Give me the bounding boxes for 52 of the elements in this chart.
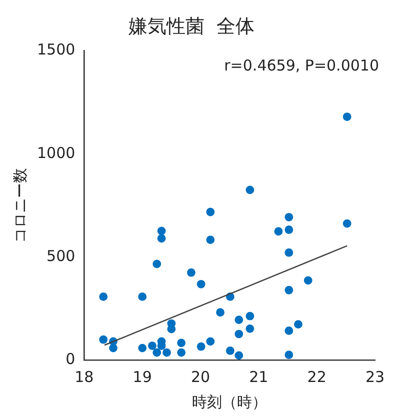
point [246,186,254,194]
x-tick-label: 22 [307,368,326,386]
point [284,248,294,257]
x-axis-title: 時刻（時） [192,392,268,411]
point [234,316,244,324]
point [206,208,215,216]
y-tick-label: 1500 [36,40,76,59]
point [284,226,294,234]
point [342,219,352,228]
point [109,344,118,352]
x-tick-label: 18 [74,368,94,386]
point [206,236,215,244]
point [196,342,206,351]
x-tick-label: 19 [132,368,152,386]
chart-title: 嫌気性菌 全体 [128,15,255,38]
x-tick-label: 20 [190,368,210,386]
point [177,348,186,357]
y-tick-label: 0 [66,350,76,368]
point [99,292,108,301]
x-tick-label: 21 [249,368,268,386]
y-tick-label: 1000 [36,144,76,162]
point [246,324,254,333]
point [284,350,294,360]
point [284,286,294,294]
point [274,227,283,236]
point [226,346,234,355]
y-axis-title: コロニー数 [10,168,29,243]
annotation: r=0.4659, P=0.0010 [224,56,379,75]
point [138,292,147,301]
point [187,268,196,277]
point [206,337,215,346]
point [196,280,206,288]
point [152,260,162,268]
x-tick-label: 23 [365,368,385,386]
point [294,320,302,329]
point [284,326,294,335]
point [152,348,162,357]
point [99,335,108,344]
y-tick-label: 500 [46,246,76,265]
point [138,344,147,352]
point [234,351,244,360]
point [304,276,312,285]
point [157,226,166,236]
point [162,348,171,357]
point [177,338,186,348]
point [342,112,352,121]
point [234,330,244,338]
point [157,234,166,243]
point [246,312,254,320]
point [148,342,156,350]
point [216,308,224,317]
point [284,212,294,222]
